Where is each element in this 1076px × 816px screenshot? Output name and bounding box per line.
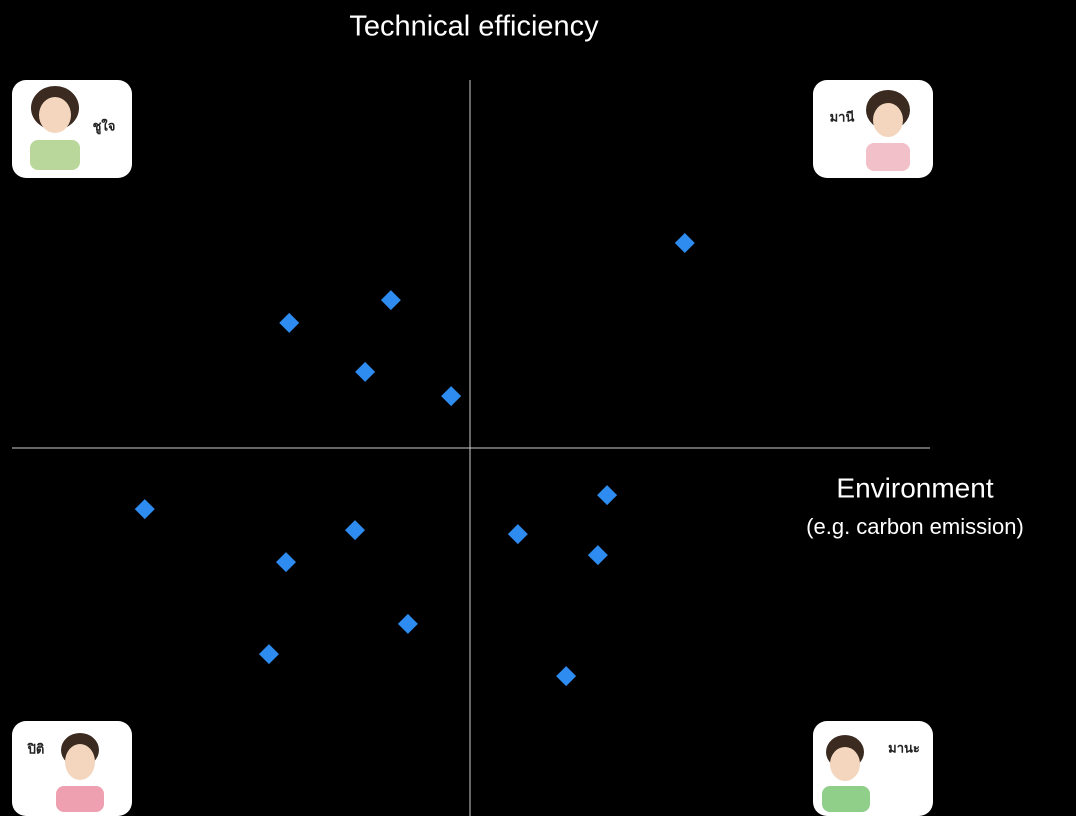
face [830, 747, 860, 781]
shirt [822, 786, 870, 812]
character-card: มานะ [813, 721, 933, 816]
face [873, 103, 903, 137]
x-axis-sublabel: (e.g. carbon emission) [806, 514, 1024, 539]
face [65, 744, 95, 780]
shirt [866, 143, 910, 171]
card-label: มานี [830, 109, 855, 124]
chart-title: Technical efficiency [349, 11, 599, 43]
card-label: มานะ [888, 740, 920, 755]
character-card: มานี [813, 80, 933, 178]
shirt [56, 786, 104, 812]
card-label: ปิติ [27, 741, 45, 756]
face [39, 97, 71, 133]
character-card: ปิติ [12, 721, 132, 816]
x-axis-label: Environment [836, 472, 993, 503]
character-card: ชูใจ [12, 80, 132, 178]
shirt [30, 140, 80, 170]
chart: Technical efficiency Environment (e.g. c… [0, 0, 1076, 816]
card-label: ชูใจ [93, 117, 116, 134]
